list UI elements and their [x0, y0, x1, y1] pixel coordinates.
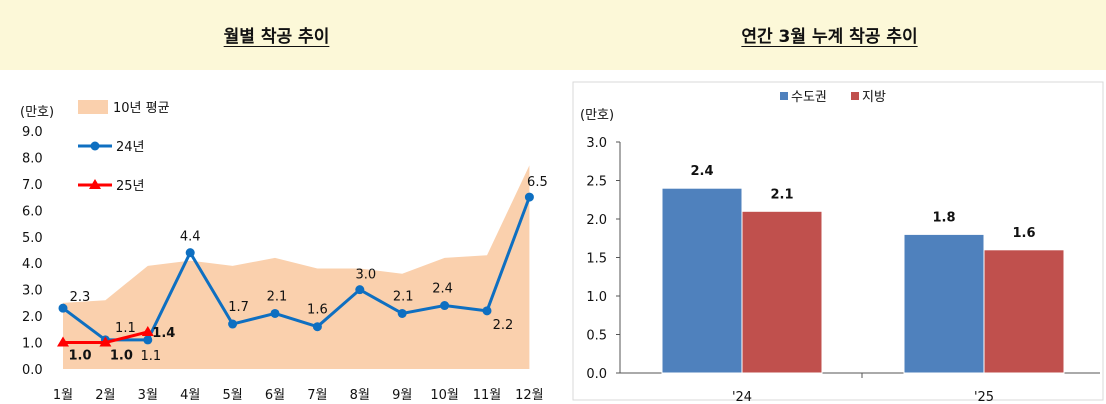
data-label-2024: 2.1	[267, 289, 288, 304]
data-label-2024: 2.4	[432, 282, 453, 297]
data-label-2025: 1.0	[110, 349, 133, 364]
left-x-tick-label: 7월	[307, 388, 327, 403]
right-y-tick-label: 2.0	[586, 213, 607, 228]
right-legend: 수도권 지방	[780, 90, 886, 105]
data-label-2025: 1.0	[68, 349, 91, 364]
right-y-axis-unit: (만호)	[580, 108, 614, 123]
left-chart-title: 월별 착공 추이	[223, 27, 330, 47]
marker-2025-point	[141, 325, 154, 336]
left-x-tick-label: 2월	[95, 388, 115, 403]
data-label-2024: 1.6	[307, 303, 328, 318]
marker-2024-point	[524, 192, 534, 202]
left-x-tick-label: 6월	[265, 388, 285, 403]
legend-label-2024: 24년	[116, 140, 145, 155]
bar-value-label: 1.6	[1012, 226, 1035, 241]
legend-swatch-local	[851, 92, 859, 100]
marker-2024-point	[397, 308, 407, 318]
left-x-tick-label: 9월	[392, 388, 412, 403]
right-y-tick-label: 1.5	[586, 252, 607, 267]
legend-marker-2025	[89, 179, 101, 189]
legend-label-local: 지방	[862, 90, 886, 105]
right-x-tick-label: '24	[732, 390, 752, 404]
data-label-2024: 3.0	[355, 268, 376, 283]
left-y-tick-label: 1.0	[22, 337, 43, 352]
data-label-2024: 2.3	[70, 290, 91, 305]
left-x-tick-label: 11월	[473, 388, 502, 403]
right-y-tick-label: 1.0	[586, 290, 607, 305]
left-x-tick-label: 10월	[430, 388, 459, 403]
bar-value-label: 2.1	[770, 187, 793, 202]
left-y-tick-label: 5.0	[22, 231, 43, 246]
left-x-tick-label: 1월	[53, 388, 73, 403]
marker-2024-point	[270, 308, 280, 318]
marker-2024-point	[228, 319, 238, 329]
data-label-2024: 2.2	[493, 318, 514, 333]
data-label-2024: 1.1	[115, 321, 136, 336]
right-chart-title: 연간 3월 누계 착공 추이	[741, 27, 918, 47]
bar-value-label: 2.4	[690, 164, 713, 179]
left-legend: 10년 평균 24년 25년	[78, 100, 170, 194]
right-y-tick-label: 2.5	[586, 175, 607, 190]
legend-label-capital-area: 수도권	[791, 90, 827, 105]
marker-2025-point	[57, 336, 69, 347]
left-y-axis-unit: (만호)	[20, 105, 54, 120]
data-label-2024: 4.4	[180, 230, 201, 245]
title-band	[0, 0, 1106, 70]
right-x-tick-label: '25	[974, 390, 994, 404]
left-y-tick-label: 9.0	[22, 125, 43, 140]
legend-label-2025: 25년	[116, 179, 145, 194]
legend-swatch-capital-area	[780, 92, 788, 100]
marker-2024-point	[185, 248, 195, 258]
left-x-tick-label: 12월	[515, 388, 544, 403]
left-x-tick-label: 8월	[350, 388, 370, 403]
data-label-2025: 1.4	[152, 326, 175, 341]
left-y-tick-label: 8.0	[22, 151, 43, 166]
right-chart-frame	[572, 81, 1104, 401]
legend-marker-2024	[90, 141, 100, 151]
left-y-tick-label: 7.0	[22, 178, 43, 193]
data-label-2024: 1.1	[140, 349, 161, 364]
left-x-tick-label: 3월	[138, 388, 158, 403]
marker-2025-point	[99, 336, 112, 347]
marker-2024-point	[440, 301, 450, 311]
left-y-tick-label: 2.0	[22, 310, 43, 325]
left-y-tick-label: 0.0	[22, 363, 43, 378]
line-2024	[62, 196, 531, 342]
bar-value-label: 1.8	[932, 210, 955, 225]
marker-2024-point	[482, 306, 492, 316]
right-y-tick-label: 0.0	[586, 367, 607, 382]
legend-swatch-10yr-average	[78, 100, 108, 114]
left-y-tick-label: 4.0	[22, 257, 43, 272]
marker-2024-point	[355, 285, 365, 295]
legend-label-10yr-average: 10년 평균	[113, 101, 170, 116]
left-x-tick-label: 5월	[222, 388, 242, 403]
right-bar-chart: 수도권 지방 (만호) 0.0 0.5 1.0 1.5 2.0 2.5 3.0 2.4 1.8…	[572, 81, 1104, 404]
marker-2024-point	[312, 322, 322, 332]
area-10yr-average	[63, 165, 530, 369]
data-label-2024: 1.7	[228, 300, 249, 315]
data-label-2024: 6.5	[527, 175, 548, 190]
bar-capital-area	[903, 233, 985, 374]
left-x-tick-label: 4월	[180, 388, 200, 403]
bar-local	[741, 210, 823, 374]
data-label-2024: 2.1	[393, 289, 414, 304]
marker-2024-point	[143, 335, 153, 345]
left-line-chart: (만호) 0.0 1.0 2.0 3.0 4.0 5.0 6.0 7.0 8.0 9.0 1월 2월…	[20, 100, 548, 403]
bar-local	[983, 249, 1065, 374]
bar-capital-area	[661, 187, 743, 374]
marker-2024-point	[58, 303, 68, 313]
left-y-tick-label: 6.0	[22, 204, 43, 219]
right-y-tick-label: 0.5	[586, 329, 607, 344]
left-y-tick-label: 3.0	[22, 284, 43, 299]
right-y-tick-label: 3.0	[586, 136, 607, 151]
